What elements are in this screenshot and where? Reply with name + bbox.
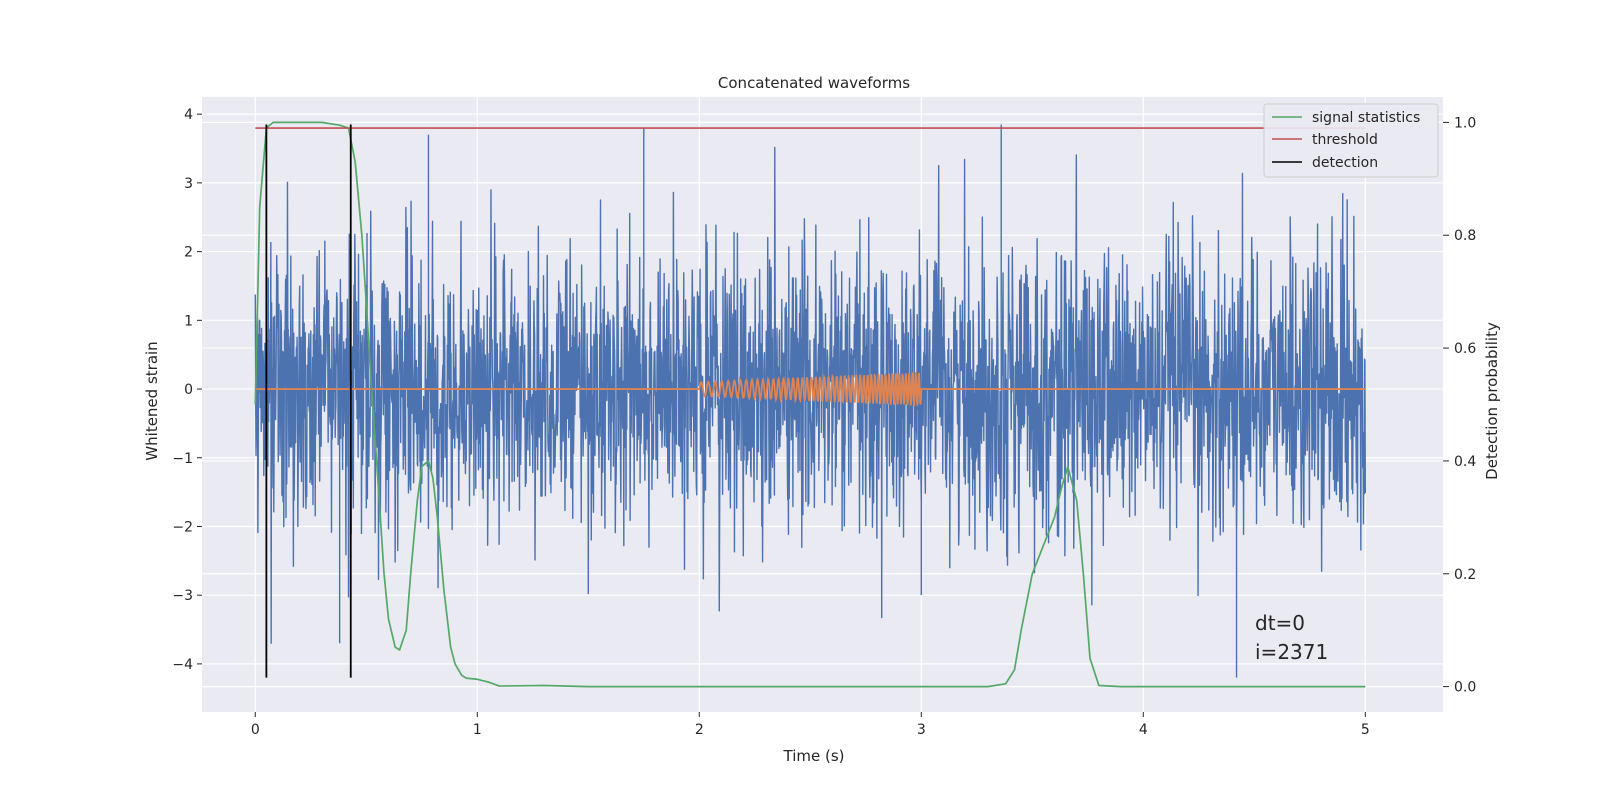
ticks: 0 1 2 3 4 5 −4 −3 −2 −1 0 1 2 3 4 0.0 0.2 0.4 0.6 0.8 1.0 bbox=[172, 107, 1476, 738]
y-tick-label-right: 0.8 bbox=[1454, 228, 1476, 244]
y-tick-label-left: −4 bbox=[172, 657, 193, 673]
x-tick-label: 1 bbox=[473, 722, 482, 738]
x-tick-label: 0 bbox=[251, 722, 260, 738]
y-tick-label-right: 0.4 bbox=[1454, 454, 1476, 470]
x-tick-label: 2 bbox=[695, 722, 704, 738]
x-tick-label: 5 bbox=[1361, 722, 1370, 738]
legend-box bbox=[1263, 103, 1439, 178]
x-tick-label: 3 bbox=[917, 722, 926, 738]
y-tick-label-left: 2 bbox=[184, 245, 193, 261]
detection-lines bbox=[265, 124, 352, 678]
legend-label-detection: detection bbox=[1312, 155, 1378, 171]
legend-label-threshold: threshold bbox=[1312, 132, 1378, 148]
strain-line bbox=[254, 146, 1366, 644]
x-axis-label: Time (s) bbox=[783, 747, 845, 765]
injection-series bbox=[255, 372, 1366, 406]
y-tick-label-left: 4 bbox=[184, 107, 193, 123]
legend: signal statistics threshold detection bbox=[1263, 103, 1439, 178]
y-axis-label-left: Whitened strain bbox=[143, 341, 161, 460]
y-tick-label-right: 0.6 bbox=[1454, 341, 1476, 357]
y-tick-label-left: 1 bbox=[184, 313, 193, 329]
y-tick-label-right: 0.2 bbox=[1454, 567, 1476, 583]
signal-statistics-line bbox=[254, 121, 1366, 688]
y-tick-label-right: 1.0 bbox=[1454, 115, 1476, 131]
x-tick-label: 4 bbox=[1139, 722, 1148, 738]
legend-label-signal-statistics: signal statistics bbox=[1312, 110, 1420, 126]
probability-series bbox=[254, 121, 1366, 688]
chart-title: Concatenated waveforms bbox=[718, 74, 910, 92]
annotation-index: i=2371 bbox=[1255, 640, 1328, 664]
y-tick-label-left: −3 bbox=[172, 588, 193, 604]
y-tick-label-right: 0.0 bbox=[1454, 680, 1476, 696]
injection-line bbox=[255, 372, 1366, 406]
strain-series bbox=[254, 124, 1366, 678]
y-tick-label-left: −2 bbox=[172, 519, 193, 535]
y-tick-label-left: −1 bbox=[172, 451, 193, 467]
y-tick-label-left: 0 bbox=[184, 382, 193, 398]
annotation-dt: dt=0 bbox=[1255, 611, 1305, 635]
y-axis-label-right: Detection probability bbox=[1483, 322, 1501, 480]
y-tick-label-left: 3 bbox=[184, 176, 193, 192]
